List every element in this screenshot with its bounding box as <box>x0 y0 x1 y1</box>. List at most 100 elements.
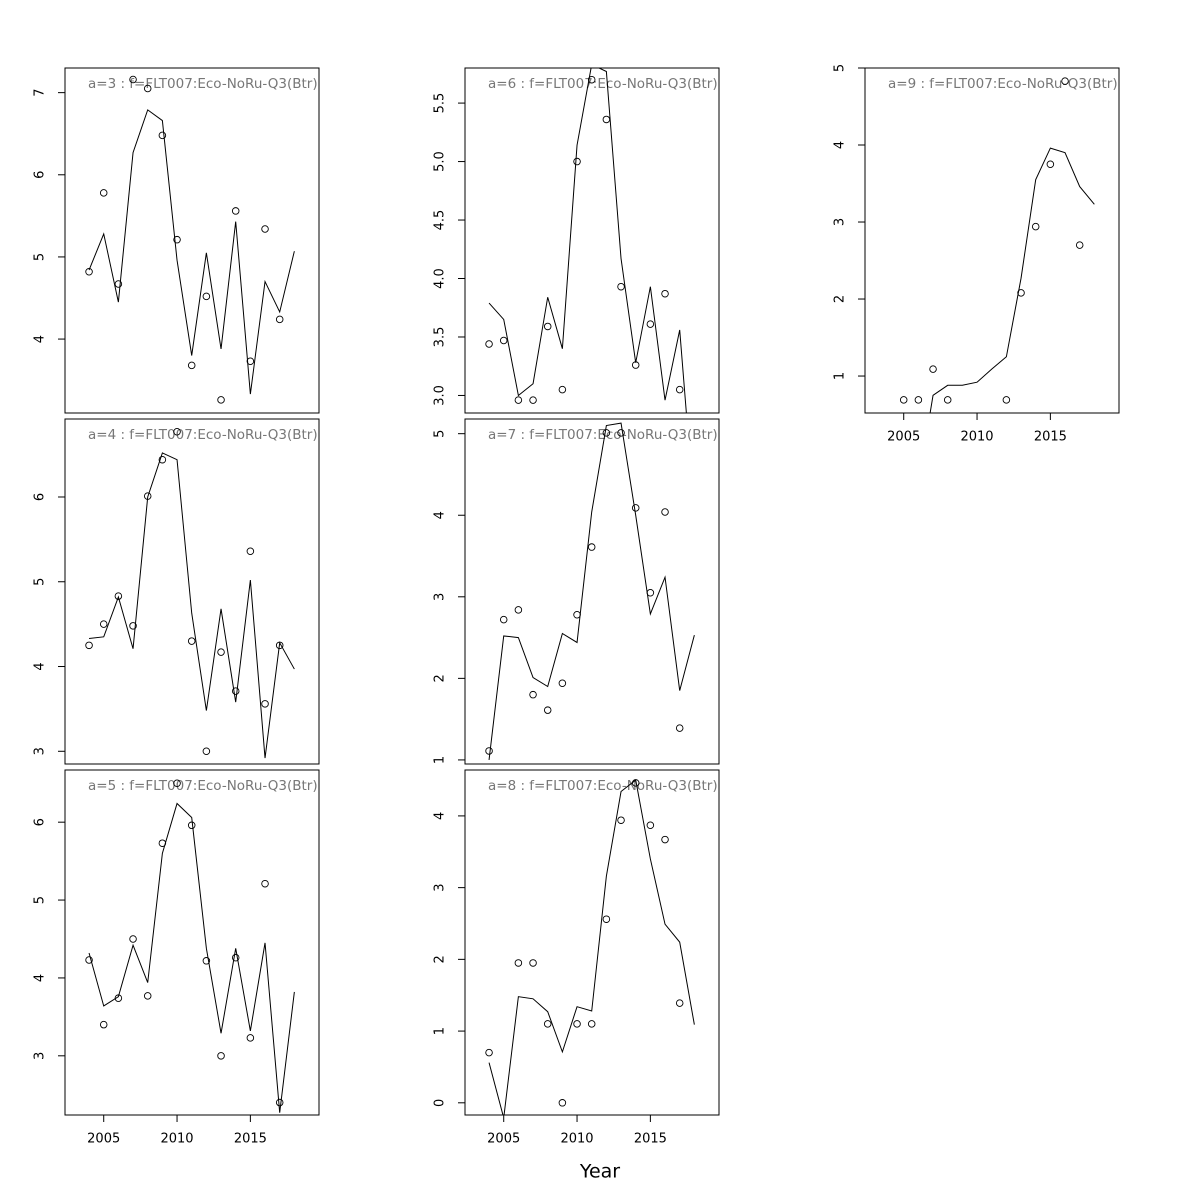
data-point <box>246 357 255 366</box>
data-point <box>231 687 240 695</box>
panel-title: a=9 : f=FLT007:Eco-NoRu-Q3(Btr) <box>888 76 1118 92</box>
panel-title: a=8 : f=FLT007:Eco-NoRu-Q3(Btr) <box>488 778 718 794</box>
data-point <box>129 75 137 84</box>
y-tick-label: 7 <box>33 89 48 97</box>
data-point <box>1075 241 1084 249</box>
fit-line <box>88 109 295 395</box>
data-point <box>514 606 523 614</box>
plot-frame <box>864 67 1120 414</box>
plot-area <box>85 779 295 1113</box>
data-point <box>485 1048 493 1057</box>
y-tick-label: 5 <box>33 578 48 586</box>
data-point <box>202 747 211 756</box>
data-point <box>217 648 225 656</box>
y-tick-label: 4 <box>33 335 48 343</box>
data-point <box>929 365 937 373</box>
y-tick-label: 5 <box>33 896 48 904</box>
data-point <box>675 724 684 732</box>
data-point <box>246 1034 255 1042</box>
data-point <box>261 879 269 888</box>
data-point <box>1002 396 1011 404</box>
data-point <box>202 292 211 301</box>
plot-area <box>485 68 687 413</box>
panel: a=4 : f=FLT007:Eco-NoRu-Q3(Btr) 3 4 5 6 <box>33 418 320 765</box>
panel-title: a=5 : f=FLT007:Eco-NoRu-Q3(Btr) <box>88 778 318 794</box>
y-tick-label: 4.5 <box>433 210 448 231</box>
y-tick-label: 2 <box>833 295 848 303</box>
data-point <box>1061 77 1069 85</box>
y-tick-label: 2 <box>433 674 448 682</box>
data-point <box>143 992 152 1000</box>
data-point <box>99 1020 108 1029</box>
data-point <box>1046 160 1055 169</box>
data-point <box>261 225 269 233</box>
data-point <box>529 396 537 404</box>
data-point <box>129 622 137 630</box>
data-point <box>85 641 93 650</box>
data-point <box>617 429 625 437</box>
data-point <box>231 207 240 215</box>
data-point <box>543 322 552 331</box>
y-tick-label: 2 <box>433 955 448 963</box>
data-point <box>173 427 181 436</box>
y-tick-label: 4 <box>33 662 48 670</box>
data-point <box>261 700 269 708</box>
plot-frame <box>464 769 720 1116</box>
data-point <box>114 280 123 288</box>
panel: a=9 : f=FLT007:Eco-NoRu-Q3(Btr) 1 2 3 4 5 2005… <box>833 64 1120 445</box>
panel-title: a=6 : f=FLT007:Eco-NoRu-Q3(Btr) <box>488 76 718 92</box>
data-point <box>899 396 908 404</box>
data-point <box>543 1020 552 1028</box>
x-tick-label: 2010 <box>160 1132 193 1147</box>
fit-line <box>488 68 687 413</box>
data-point <box>1031 222 1040 231</box>
y-tick-label: 5 <box>33 253 48 261</box>
x-axis-label: Year <box>579 1161 620 1183</box>
data-point <box>914 396 923 404</box>
data-point <box>158 455 167 464</box>
data-point <box>617 816 625 824</box>
plot-frame <box>64 769 320 1116</box>
data-point <box>158 131 167 140</box>
data-point <box>499 336 508 345</box>
data-point <box>485 747 493 755</box>
panel: a=5 : f=FLT007:Eco-NoRu-Q3(Btr) 3 4 5 6 2005 2… <box>33 769 320 1147</box>
fit-line <box>929 147 1095 413</box>
y-tick-label: 1 <box>433 756 448 764</box>
x-tick-label: 2005 <box>87 1132 120 1147</box>
panel: a=3 : f=FLT007:Eco-NoRu-Q3(Btr) 4 5 6 7 <box>33 67 320 414</box>
x-tick-label: 2005 <box>487 1132 520 1147</box>
panel-title: a=3 : f=FLT007:Eco-NoRu-Q3(Btr) <box>88 76 318 92</box>
panel: a=7 : f=FLT007:Eco-NoRu-Q3(Btr) 1 2 3 4 5 <box>433 418 720 765</box>
data-point <box>187 821 196 830</box>
data-point <box>187 361 196 370</box>
y-tick-label: 4 <box>33 974 48 982</box>
data-point <box>173 235 181 244</box>
panel-title: a=7 : f=FLT007:Eco-NoRu-Q3(Btr) <box>488 427 718 443</box>
fit-line <box>488 779 695 1115</box>
data-point <box>85 267 93 276</box>
data-point <box>529 690 537 699</box>
plot-area <box>85 75 295 404</box>
plot-frame <box>464 418 720 765</box>
y-tick-label: 6 <box>33 818 48 826</box>
data-point <box>617 282 625 291</box>
data-point <box>661 508 669 516</box>
y-tick-label: 4 <box>433 812 448 820</box>
y-tick-label: 5.0 <box>433 151 448 172</box>
data-point <box>602 429 611 437</box>
data-point <box>217 1052 225 1060</box>
data-point <box>514 396 523 404</box>
data-point <box>187 637 196 645</box>
data-point <box>646 821 655 829</box>
plot-frame <box>64 418 320 765</box>
data-point <box>514 959 523 967</box>
y-tick-label: 3.5 <box>433 327 448 348</box>
y-tick-label: 5 <box>833 64 848 72</box>
data-point <box>587 1020 596 1028</box>
data-point <box>114 592 123 600</box>
data-point <box>202 957 211 965</box>
data-point <box>558 1099 567 1107</box>
data-point <box>587 543 596 551</box>
fit-line <box>88 802 295 1113</box>
